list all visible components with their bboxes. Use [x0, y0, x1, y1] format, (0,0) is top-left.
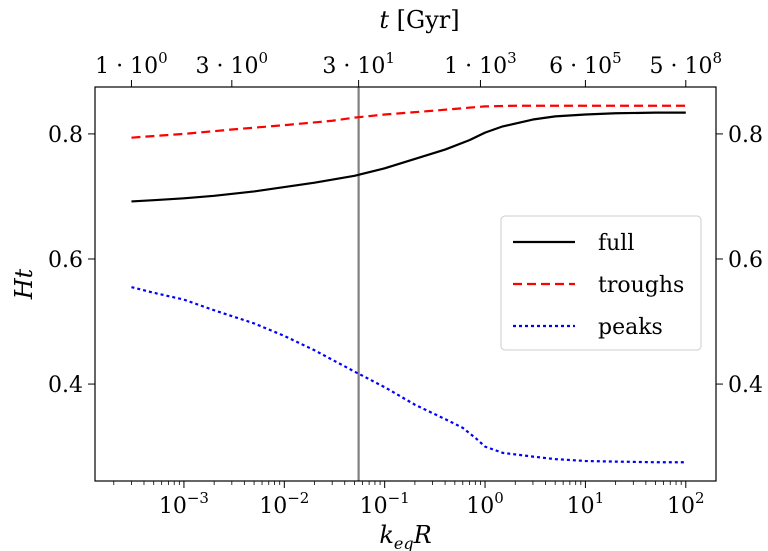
top-axis-title-unit: [Gyr] — [389, 6, 460, 34]
legend-label-full: full — [598, 231, 634, 256]
top-tick-label-base: 1 · 10 — [95, 54, 158, 79]
x-tick-label-base: 10 — [567, 494, 595, 519]
x-axis-title-sub: eq — [394, 534, 414, 551]
x-tick-label-exp: −1 — [388, 489, 410, 507]
x-tick-label-exp: 2 — [695, 489, 705, 507]
top-tick-label: 5 · 108 — [650, 49, 723, 79]
top-tick-label-exp: 0 — [259, 49, 269, 67]
x-tick-label-exp: −3 — [187, 489, 209, 507]
top-tick-label-base: 5 · 10 — [650, 54, 713, 79]
top-tick-label-base: 3 · 10 — [196, 54, 259, 79]
x-tick-label: 10−2 — [259, 489, 309, 519]
y-left-tick-label: 0.8 — [48, 123, 83, 148]
series-line-full — [131, 111, 686, 203]
series-group — [131, 87, 686, 481]
x-axis-title: keqR — [379, 521, 431, 551]
y-left-tick-label: 0.6 — [48, 248, 83, 273]
x-tick-label: 10−3 — [159, 489, 209, 519]
x-tick-label-exp: 1 — [595, 489, 605, 507]
x-tick-label-base: 10 — [360, 494, 388, 519]
x-axis-title-k: k — [379, 521, 394, 549]
top-tick-label-base: 6 · 10 — [549, 54, 612, 79]
y-right-tick-label: 0.8 — [728, 123, 763, 148]
legend-box — [500, 215, 702, 351]
x-tick-label-base: 10 — [466, 494, 494, 519]
top-tick-label-exp: 0 — [158, 49, 168, 67]
top-tick-label-base: 3 · 10 — [322, 54, 385, 79]
x-tick-label-base: 10 — [259, 494, 287, 519]
x-tick-label-base: 10 — [159, 494, 187, 519]
x-tick-label: 102 — [667, 489, 705, 519]
x-tick-label: 10−1 — [360, 489, 410, 519]
y-right-tick-label: 0.6 — [728, 248, 763, 273]
x-tick-label-exp: 0 — [494, 489, 504, 507]
series-line-peaks — [131, 286, 686, 464]
top-tick-label-base: 1 · 10 — [444, 54, 507, 79]
top-axis-title: t [Gyr] — [379, 6, 459, 34]
series-line-troughs — [131, 104, 686, 139]
x-tick-label: 100 — [466, 489, 504, 519]
plot-frame — [94, 86, 717, 482]
legend-label-peaks: peaks — [598, 315, 663, 340]
top-axis-title-t: t — [379, 6, 389, 34]
x-tick-label-base: 10 — [667, 494, 695, 519]
top-tick-label-exp: 8 — [713, 49, 723, 67]
x-tick-label: 101 — [567, 489, 605, 519]
x-tick-label-exp: −2 — [287, 489, 309, 507]
top-tick-label-exp: 3 — [507, 49, 517, 67]
top-tick-label: 6 · 105 — [549, 49, 622, 79]
top-tick-label-exp: 5 — [612, 49, 622, 67]
x-axis-title-r: R — [413, 521, 432, 549]
legend: full troughs peaks — [500, 215, 702, 351]
y-left-tick-label: 0.4 — [48, 373, 83, 398]
top-tick-label: 1 · 103 — [444, 49, 517, 79]
y-axis-title: Ht — [10, 268, 38, 300]
top-tick-label: 1 · 100 — [95, 49, 168, 79]
legend-label-troughs: troughs — [598, 273, 684, 298]
top-tick-label: 3 · 100 — [196, 49, 269, 79]
top-tick-label: 3 · 101 — [322, 49, 395, 79]
y-right-tick-label: 0.4 — [728, 373, 763, 398]
top-tick-label-exp: 1 — [385, 49, 395, 67]
